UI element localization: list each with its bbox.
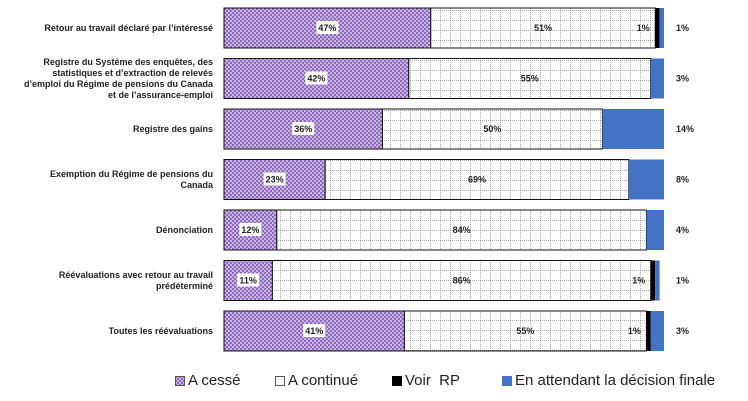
value-label-a-continue: 55% bbox=[516, 326, 534, 336]
value-label-a-continue: 86% bbox=[453, 276, 471, 286]
value-label-a-continue: 69% bbox=[468, 175, 486, 185]
value-label-a-cesse: 42% bbox=[307, 74, 325, 84]
legend-swatch-checker-icon bbox=[175, 375, 185, 386]
bar-segment-en-attendant-la-decision-finale bbox=[650, 58, 664, 99]
value-label-bg bbox=[316, 21, 339, 34]
value-label-en-attendant-la-decision-finale: 1% bbox=[676, 23, 689, 33]
bar-segment-en-attendant-la-decision-finale bbox=[628, 159, 664, 200]
value-label-a-continue: 50% bbox=[483, 124, 501, 134]
value-label-en-attendant-la-decision-finale: 1% bbox=[676, 276, 689, 286]
value-label-en-attendant-la-decision-finale: 4% bbox=[676, 225, 689, 235]
bar-segment-a-continue bbox=[276, 209, 647, 251]
legend-label: Voir RP bbox=[405, 372, 461, 389]
value-label-bg bbox=[292, 122, 315, 135]
bar-segment-voir-rp bbox=[650, 260, 656, 301]
bar-segment-en-attendant-la-decision-finale bbox=[646, 210, 664, 250]
category-label: Retour au travail déclaré par l’intéress… bbox=[44, 23, 213, 33]
legend-swatch-grid-icon bbox=[275, 375, 285, 386]
value-label-a-continue: 51% bbox=[534, 23, 552, 33]
bar-segment-en-attendant-la-decision-finale bbox=[659, 8, 664, 48]
legend-item-a-cesse: A cessé bbox=[175, 372, 241, 389]
category-label-line: prédéterminé bbox=[156, 281, 213, 291]
value-label-en-attendant-la-decision-finale: 3% bbox=[676, 326, 689, 336]
labels-layer: Retour au travail déclaré par l’intéress… bbox=[24, 21, 694, 337]
legend: A cessé A continué Voir RP En attendant … bbox=[0, 372, 748, 396]
value-label-en-attendant-la-decision-finale: 8% bbox=[676, 175, 689, 185]
legend-label: A cessé bbox=[188, 372, 241, 389]
bar-segment-a-continue bbox=[430, 7, 656, 49]
value-label-bg bbox=[305, 71, 328, 85]
bar-segment-a-continue bbox=[324, 159, 630, 200]
category-label-line: Registre des gains bbox=[133, 124, 213, 134]
stacked-bar-chart: Retour au travail déclaré par l’intéress… bbox=[24, 7, 694, 352]
value-label-a-cesse: 12% bbox=[241, 225, 259, 235]
value-label-voir-rp: 1% bbox=[628, 326, 641, 336]
bar-segment-a-continue bbox=[381, 108, 603, 150]
value-label-a-cesse: 41% bbox=[305, 326, 323, 336]
value-label-voir-rp: 1% bbox=[637, 23, 650, 33]
bar-segment-voir-rp bbox=[655, 8, 660, 48]
value-label-a-cesse: 36% bbox=[294, 124, 312, 134]
category-label-line: statistiques et d’extraction de relevés bbox=[52, 68, 213, 78]
bar-segment-en-attendant-la-decision-finale bbox=[655, 260, 660, 301]
legend-item-voir-rp: Voir RP bbox=[392, 372, 460, 389]
value-label-bg bbox=[237, 273, 260, 287]
category-label-line: Retour au travail déclaré par l’intéress… bbox=[44, 23, 213, 33]
value-label-a-continue: 55% bbox=[521, 74, 539, 84]
category-label: Registre des gains bbox=[133, 124, 213, 134]
value-label-en-attendant-la-decision-finale: 3% bbox=[676, 74, 689, 84]
category-label: Exemption du Régime de pensions du Canada bbox=[50, 169, 214, 190]
category-label-line: Exemption du Régime de pensions du bbox=[50, 169, 213, 179]
category-label: Toutes les réévaluations bbox=[109, 326, 213, 336]
legend-swatch-black-icon bbox=[392, 375, 402, 386]
category-label: Registre du Système des enquêtes, des sta… bbox=[24, 57, 214, 100]
legend-label: En attendant la décision finale bbox=[515, 372, 716, 389]
value-label-bg bbox=[239, 223, 262, 236]
legend-item-a-continue: A continué bbox=[275, 372, 358, 389]
value-label-bg bbox=[303, 324, 326, 337]
value-label-a-cesse: 23% bbox=[266, 175, 284, 185]
value-label-a-continue: 84% bbox=[453, 225, 471, 235]
value-label-a-cesse: 47% bbox=[318, 23, 336, 33]
legend-swatch-blue-icon bbox=[502, 375, 512, 386]
category-label-line: Canada bbox=[180, 180, 214, 190]
value-label-voir-rp: 1% bbox=[632, 276, 645, 286]
legend-item-en-attendant: En attendant la décision finale bbox=[502, 372, 715, 389]
category-label-line: Toutes les réévaluations bbox=[109, 326, 213, 336]
bar-segment-a-continue bbox=[403, 310, 647, 352]
value-label-en-attendant-la-decision-finale: 14% bbox=[676, 124, 694, 134]
legend-label: A continué bbox=[288, 372, 359, 389]
bar-segment-en-attendant-la-decision-finale bbox=[602, 109, 664, 149]
category-label-line: et de l’assurance-emploi bbox=[108, 90, 213, 100]
category-label-line: Registre du Système des enquêtes, des bbox=[43, 57, 213, 67]
category-label-line: Dénonciation bbox=[156, 225, 213, 235]
value-label-a-cesse: 11% bbox=[239, 276, 257, 286]
bar-segment-en-attendant-la-decision-finale bbox=[650, 311, 664, 351]
bars-layer bbox=[223, 7, 664, 352]
bar-segment-a-continue bbox=[271, 260, 652, 301]
category-label: Dénonciation bbox=[156, 225, 213, 235]
bar-segment-a-continue bbox=[408, 58, 652, 99]
category-label-line: Réévaluations avec retour au travail bbox=[59, 270, 213, 280]
category-label: Réévaluations avec retour au travail préd… bbox=[59, 270, 213, 291]
value-label-bg bbox=[263, 172, 286, 186]
category-label-line: d’emploi du Régime de pensions du Canada bbox=[24, 79, 214, 89]
bar-segment-voir-rp bbox=[646, 311, 651, 351]
